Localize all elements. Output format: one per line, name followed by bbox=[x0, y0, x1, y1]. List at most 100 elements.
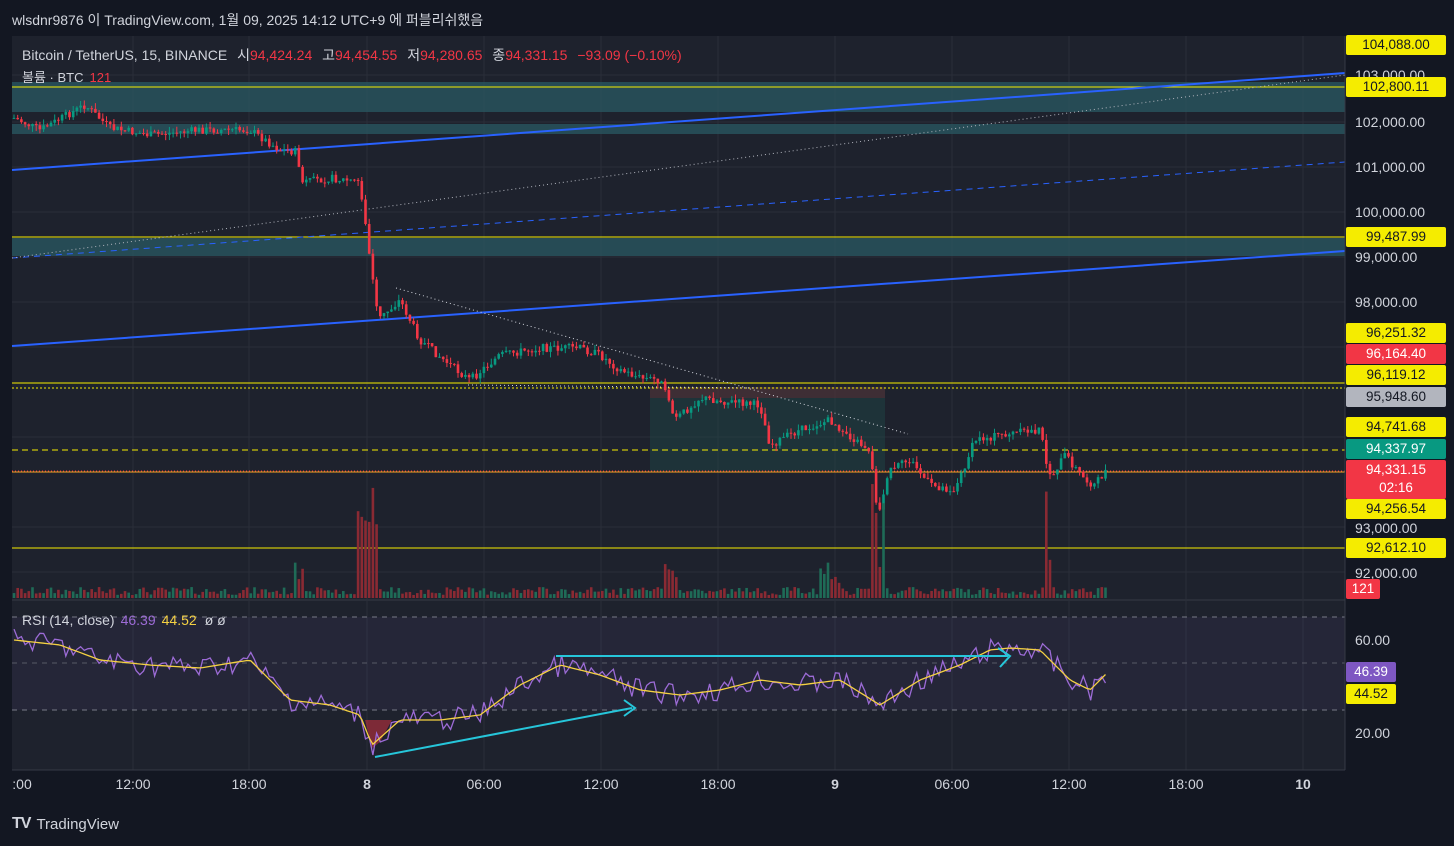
candle-body bbox=[256, 130, 260, 134]
volume-bar bbox=[926, 594, 930, 598]
volume-bar bbox=[1026, 594, 1030, 598]
volume-bar bbox=[467, 587, 471, 598]
candle-body bbox=[915, 461, 919, 469]
candle-body bbox=[782, 436, 785, 438]
candle-body bbox=[615, 368, 619, 372]
volume-bar bbox=[386, 591, 389, 598]
volume-bar bbox=[419, 589, 423, 598]
volume-bar bbox=[623, 593, 626, 598]
volume-bar bbox=[234, 594, 238, 598]
volume-bar bbox=[723, 588, 726, 598]
candle-body bbox=[693, 406, 697, 408]
volume-bar bbox=[245, 587, 249, 598]
candle-body bbox=[726, 402, 730, 405]
volume-bar bbox=[582, 593, 586, 598]
candle-body bbox=[667, 390, 671, 401]
price-tag-95948: 95,948.60 bbox=[1346, 387, 1446, 407]
volume-bar bbox=[123, 591, 127, 598]
volume-bar bbox=[297, 579, 301, 598]
volume-bar bbox=[848, 594, 852, 598]
candle-body bbox=[1048, 463, 1052, 475]
candle-body bbox=[478, 373, 482, 379]
candle-body bbox=[471, 373, 475, 378]
candle-body bbox=[497, 354, 500, 359]
tradingview-logo[interactable]: TV TradingView bbox=[12, 815, 119, 833]
volume-bar bbox=[515, 589, 519, 598]
candle-body bbox=[175, 132, 179, 134]
candle-body bbox=[826, 417, 830, 423]
volume-bar bbox=[767, 594, 771, 598]
candle-body bbox=[12, 117, 16, 119]
volume-bar bbox=[534, 591, 537, 598]
volume-bar bbox=[142, 587, 145, 598]
candle-body bbox=[379, 306, 382, 317]
volume-bar bbox=[153, 590, 156, 598]
candle-body bbox=[719, 400, 722, 403]
candle-body bbox=[1085, 477, 1089, 483]
candle-body bbox=[290, 150, 293, 155]
volume-bar bbox=[941, 589, 944, 598]
volume-bar bbox=[867, 588, 870, 598]
volume-bar bbox=[327, 590, 330, 598]
candle-body bbox=[245, 131, 249, 134]
volume-bar bbox=[700, 590, 704, 598]
candle-body bbox=[578, 345, 582, 349]
volume-bar bbox=[501, 592, 504, 598]
volume-bar bbox=[356, 511, 360, 598]
candle-body bbox=[186, 131, 190, 133]
volume-bar bbox=[12, 593, 16, 598]
volume-bar bbox=[53, 593, 56, 598]
candle-body bbox=[249, 132, 253, 134]
volume-bar bbox=[253, 587, 256, 598]
candle-body bbox=[1045, 439, 1048, 464]
volume-bar bbox=[756, 588, 759, 598]
volume-bar bbox=[397, 588, 401, 598]
volume-bar bbox=[1019, 592, 1022, 598]
candle-body bbox=[645, 377, 648, 379]
candle-body bbox=[974, 440, 978, 443]
candle-body bbox=[486, 366, 489, 368]
candle-body bbox=[541, 344, 545, 352]
candle-body bbox=[834, 424, 837, 426]
candle-body bbox=[353, 179, 356, 181]
candle-body bbox=[819, 425, 822, 427]
volume-bar bbox=[49, 587, 53, 598]
volume-bar bbox=[219, 590, 223, 598]
candle-body bbox=[604, 358, 608, 361]
candle-body bbox=[749, 401, 752, 405]
volume-bar bbox=[789, 590, 793, 598]
volume-bar bbox=[763, 591, 767, 598]
candle-body bbox=[919, 468, 922, 474]
volume-bar bbox=[1104, 587, 1107, 598]
high-label: 고 bbox=[322, 47, 336, 63]
volume-bar bbox=[645, 590, 648, 598]
symbol-legend[interactable]: Bitcoin / TetherUS, 15, BINANCE 시94,424.… bbox=[22, 45, 682, 65]
candle-body bbox=[571, 344, 574, 347]
candle-body bbox=[416, 323, 419, 339]
candle-body bbox=[327, 181, 330, 183]
candle-body bbox=[456, 364, 460, 374]
open-label: 시 bbox=[237, 47, 250, 63]
candle-body bbox=[234, 127, 238, 130]
candle-body bbox=[723, 402, 726, 405]
volume-bar bbox=[545, 588, 549, 598]
volume-bar bbox=[301, 568, 304, 598]
volume-bar bbox=[915, 589, 919, 598]
low-value: 94,280.65 bbox=[420, 47, 483, 63]
candle-body bbox=[863, 445, 867, 448]
volume-bar bbox=[486, 594, 489, 598]
candle-body bbox=[856, 439, 859, 442]
candle-body bbox=[545, 344, 549, 352]
candle-body bbox=[1059, 458, 1063, 470]
volume-bar bbox=[34, 593, 38, 598]
volume-legend[interactable]: 볼륨 · BTC 121 bbox=[22, 67, 111, 86]
rsi-legend[interactable]: RSI (14, close) 46.39 44.52 ø ø bbox=[22, 612, 226, 628]
candle-body bbox=[127, 127, 130, 131]
price-tick: 101,000.00 bbox=[1355, 159, 1426, 175]
candle-body bbox=[530, 351, 534, 353]
volume-bar bbox=[993, 594, 996, 598]
candle-body bbox=[560, 348, 563, 351]
volume-bar bbox=[985, 589, 989, 598]
candle-body bbox=[438, 356, 441, 358]
